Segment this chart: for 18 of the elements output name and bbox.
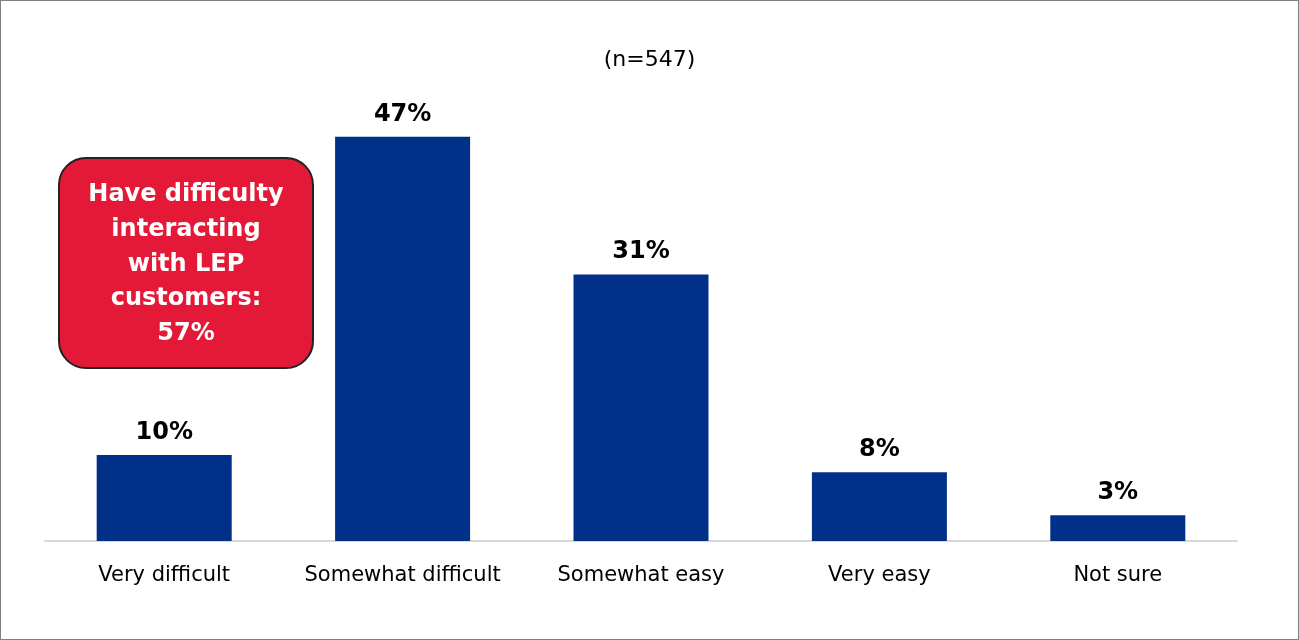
x-tick-label: Not sure: [1073, 561, 1163, 586]
data-label: 10%: [135, 417, 193, 445]
x-tick-label: Very difficult: [98, 561, 231, 586]
annotation: Have difficulty interacting with LEP customers: 57%: [87, 178, 285, 349]
bar: [811, 472, 947, 541]
data-label: 3%: [1097, 477, 1139, 506]
bar: [1050, 515, 1186, 541]
data-label: 8%: [859, 434, 900, 463]
bar: [573, 274, 709, 541]
rounded-box: Have difficulty interacting with LEP customers: 57%: [58, 157, 314, 369]
bar: [335, 136, 471, 541]
x-tick-label: Somewhat easy: [557, 561, 725, 586]
bar: [96, 455, 232, 541]
x-tick-label: Very easy: [828, 561, 931, 586]
data-label: 47%: [373, 98, 432, 127]
chart-title: (n=547): [603, 45, 696, 71]
x-tick-label: Somewhat difficult: [304, 561, 501, 586]
data-label: 31%: [612, 236, 670, 265]
